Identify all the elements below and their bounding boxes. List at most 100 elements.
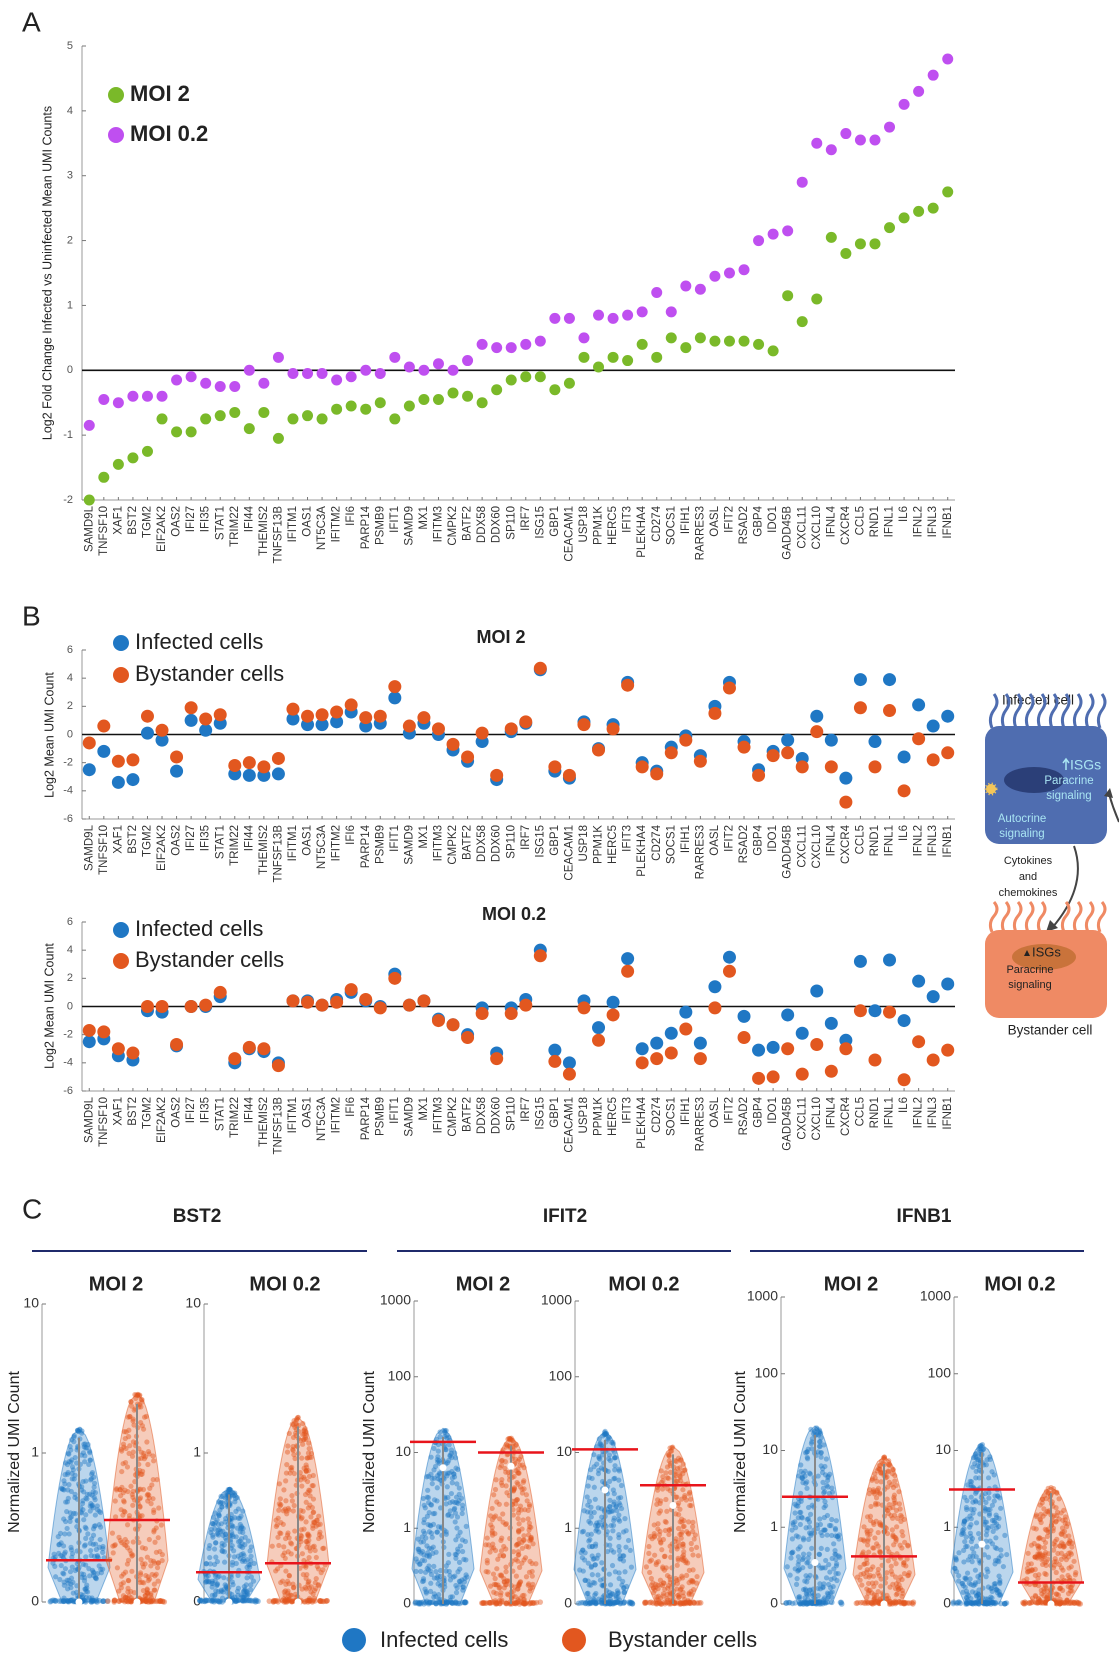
jitter-dot: [1026, 1551, 1031, 1556]
jitter-dot: [1042, 1571, 1047, 1576]
jitter-dot: [965, 1570, 970, 1575]
jitter-dot: [588, 1521, 593, 1526]
dot: [534, 949, 547, 962]
jitter-dot: [119, 1448, 124, 1453]
x-tick-label: CMPK2: [447, 1097, 459, 1137]
x-tick-label: PARP14: [360, 824, 372, 868]
jitter-dot: [1004, 1552, 1009, 1557]
jitter-dot: [986, 1555, 991, 1560]
x-tick-label: IFIT3: [622, 506, 634, 533]
jitter-dot: [160, 1598, 166, 1604]
jitter-dot: [799, 1600, 805, 1606]
jitter-dot: [788, 1573, 793, 1578]
y-tick-label: 1: [943, 1518, 951, 1534]
dot: [927, 1054, 940, 1067]
jitter-dot: [890, 1532, 895, 1537]
dot: [273, 352, 284, 363]
legend-marker: [113, 953, 129, 969]
jitter-dot: [652, 1533, 657, 1538]
jitter-dot: [504, 1601, 510, 1607]
jitter-dot: [588, 1505, 593, 1510]
dot: [912, 975, 925, 988]
jitter-dot: [663, 1497, 668, 1502]
jitter-dot: [681, 1549, 686, 1554]
x-tick-label: IFNL3: [927, 506, 939, 537]
jitter-dot: [975, 1463, 980, 1468]
x-tick-label: CMPK2: [447, 506, 459, 546]
jitter-dot: [236, 1586, 241, 1591]
jitter-dot: [286, 1593, 291, 1598]
dot: [388, 972, 401, 985]
jitter-dot: [513, 1557, 518, 1562]
jitter-dot: [646, 1551, 651, 1556]
jitter-dot: [122, 1509, 127, 1514]
jitter-dot: [57, 1577, 62, 1582]
chart-title: MOI 2: [456, 1273, 510, 1295]
x-tick-label: IFNL2: [913, 506, 925, 537]
dot: [506, 375, 517, 386]
dot: [753, 235, 764, 246]
jitter-dot: [821, 1528, 826, 1533]
jitter-dot: [652, 1522, 657, 1527]
jitter-dot: [209, 1598, 215, 1604]
jitter-dot: [88, 1541, 93, 1546]
jitter-dot: [530, 1541, 535, 1546]
jitter-dot: [598, 1577, 603, 1582]
jitter-dot: [67, 1519, 72, 1524]
jitter-dot: [983, 1491, 988, 1496]
jitter-dot: [599, 1515, 604, 1520]
jitter-dot: [1039, 1520, 1044, 1525]
dot: [854, 1004, 867, 1017]
x-tick-label: CXCR4: [840, 824, 852, 864]
jitter-dot: [616, 1535, 621, 1540]
jitter-dot: [611, 1441, 616, 1446]
jitter-dot: [986, 1584, 991, 1589]
dot: [199, 999, 212, 1012]
jitter-dot: [907, 1570, 912, 1575]
y-tick-label: 10: [935, 1441, 951, 1457]
jitter-dot: [827, 1523, 832, 1528]
x-tick-label: IFNL3: [927, 1097, 939, 1128]
jitter-dot: [599, 1560, 604, 1565]
jitter-dot: [463, 1572, 468, 1577]
jitter-dot: [516, 1552, 521, 1557]
jitter-dot: [123, 1537, 128, 1542]
median-dot: [812, 1559, 819, 1566]
y-tick-label: 1: [193, 1444, 201, 1460]
jitter-dot: [878, 1550, 883, 1555]
jitter-dot: [290, 1498, 295, 1503]
diagram-label: ISGs: [1070, 757, 1101, 773]
jitter-dot: [785, 1564, 790, 1569]
jitter-dot: [1054, 1537, 1059, 1542]
x-tick-label: IRF7: [520, 506, 532, 531]
dot: [97, 720, 110, 733]
jitter-dot: [413, 1569, 418, 1574]
jitter-dot: [247, 1548, 252, 1553]
jitter-dot: [1031, 1526, 1036, 1531]
jitter-dot: [430, 1481, 435, 1486]
jitter-dot: [528, 1535, 533, 1540]
jitter-dot: [516, 1471, 521, 1476]
x-tick-label: SOCS1: [665, 825, 677, 864]
jitter-dot: [454, 1590, 459, 1595]
dot: [768, 229, 779, 240]
jitter-dot: [518, 1484, 523, 1489]
jitter-dot: [92, 1495, 97, 1500]
jitter-dot: [679, 1529, 684, 1534]
jitter-dot: [677, 1601, 683, 1607]
jitter-dot: [445, 1513, 450, 1518]
jitter-dot: [1053, 1543, 1058, 1548]
jitter-dot: [964, 1505, 969, 1510]
jitter-dot: [678, 1457, 683, 1462]
dot: [811, 293, 822, 304]
jitter-dot: [428, 1589, 433, 1594]
dot: [214, 986, 227, 999]
x-tick-label: TNFSF13B: [272, 1097, 284, 1155]
x-tick-label: CXCL11: [796, 1097, 808, 1140]
jitter-dot: [865, 1542, 870, 1547]
arrow: [1109, 794, 1119, 822]
figure: A B C Infected cell ISGs Paracrine signa…: [0, 0, 1119, 1655]
jitter-dot: [483, 1542, 488, 1547]
jitter-dot: [896, 1489, 901, 1494]
x-tick-label: PARP14: [360, 1096, 372, 1140]
